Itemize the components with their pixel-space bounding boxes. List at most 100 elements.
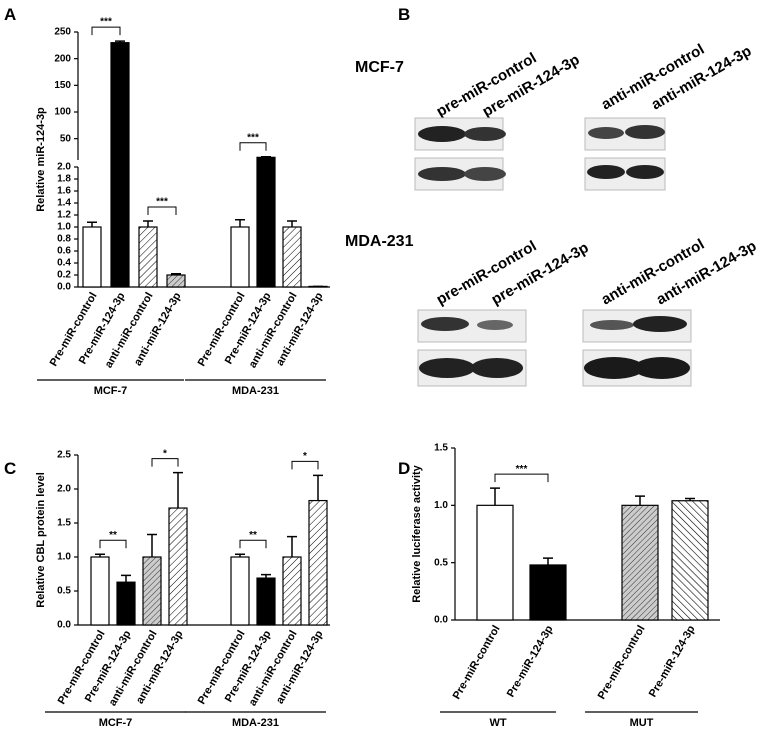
blot [417,309,692,387]
x-tick-label: Pre-miR-control [596,624,648,702]
significance-label: ** [109,530,117,541]
bar [138,226,158,288]
bar [82,226,102,288]
significance-label: *** [100,17,112,28]
error-bar [490,487,500,506]
error-bar [87,221,97,227]
group-label: MDA-231 [232,717,279,729]
bar [476,504,514,621]
error-bar [143,220,153,227]
panel-label: C [4,459,16,478]
bar [168,507,188,626]
error-bar [287,220,297,227]
panel-label: B [398,5,410,24]
bar [621,504,659,621]
y-tick-label: 1.0 [57,552,71,563]
y-tick-label: 1.5 [57,518,71,529]
group-label: MUT [630,717,654,729]
group-label: WT [489,717,506,729]
lane-label: anti-miR-124-3p [654,237,760,308]
y-tick-label: 1.4 [57,198,71,209]
y-tick-label: 150 [54,80,71,91]
y-tick-label: 250 [54,27,71,38]
bar [230,556,250,626]
y-tick-label: 100 [54,107,71,118]
y-tick-label: 0.8 [57,234,71,245]
significance-bracket [494,473,549,483]
significance-bracket [99,539,127,549]
significance-bracket [291,460,319,470]
y-tick-label: 2.0 [57,162,71,173]
bar [116,581,136,626]
lane-label: pre-miR-124-3p [489,239,592,308]
y-tick-label: 1.2 [57,210,71,221]
y-tick-label: 1.0 [57,222,71,233]
y-tick-label: 0.6 [57,246,71,257]
significance-bracket [91,26,121,36]
bar [308,499,328,626]
y-axis-label: Relative luciferase activity [411,464,423,602]
bar [282,556,302,626]
significance-bracket [239,142,267,151]
group-label: MCF-7 [99,717,133,729]
panel-label: A [4,5,16,24]
error-bar [287,535,297,557]
blot [414,117,666,191]
error-bar [235,553,245,557]
error-bar [543,557,553,565]
significance-label: * [163,448,167,459]
group-label: MDA-231 [232,385,279,397]
significance-bracket [239,539,267,549]
error-bar [121,574,131,583]
bar [256,156,276,288]
error-bar [171,273,181,275]
significance-label: *** [247,132,259,143]
error-bar [635,495,645,506]
bar [256,577,276,626]
significance-label: ** [249,530,257,541]
error-bar [261,156,271,158]
y-tick-label: 2.0 [57,484,71,495]
y-tick-label: 50 [60,133,72,144]
y-tick-label: 1.0 [434,500,448,511]
y-axis-label: Relative CBL protein level [35,472,47,608]
bar [671,500,709,621]
error-bar [685,497,695,501]
bar [529,564,567,621]
bar [230,226,250,288]
significance-label: *** [516,464,528,475]
error-bar [95,553,105,557]
error-bar [261,573,271,579]
x-tick-label: Pre-miR-124-3p [647,623,698,699]
y-axis-label: Relative miR-124-3p [35,107,47,212]
bar [166,274,186,288]
y-tick-label: 0.0 [57,282,71,293]
y-tick-label: 0.2 [57,270,71,281]
cell-line-label: MDA-231 [345,233,414,250]
significance-label: * [303,451,307,462]
x-tick-label: Pre-miR-124-3p [505,623,556,699]
y-tick-label: 0.0 [434,615,448,626]
error-bar [173,471,183,509]
bar [90,556,110,626]
error-bar [235,219,245,227]
panel-label: D [398,459,410,478]
y-tick-label: 0.5 [434,557,448,568]
x-tick-label: Pre-miR-control [451,624,503,702]
error-bar [313,474,323,501]
y-tick-label: 1.6 [57,186,71,197]
significance-bracket [151,458,179,467]
y-tick-label: 1.5 [434,443,448,454]
significance-label: *** [156,197,168,208]
error-bar [147,533,157,557]
y-tick-label: 0.0 [57,620,71,631]
y-tick-label: 2.5 [57,450,71,461]
significance-bracket [147,206,177,215]
y-tick-label: 1.8 [57,174,71,185]
y-tick-label: 0.5 [57,586,71,597]
group-label: MCF-7 [94,385,128,397]
y-tick-label: 0.4 [57,258,71,269]
error-bar [115,40,125,43]
bar [110,42,130,288]
